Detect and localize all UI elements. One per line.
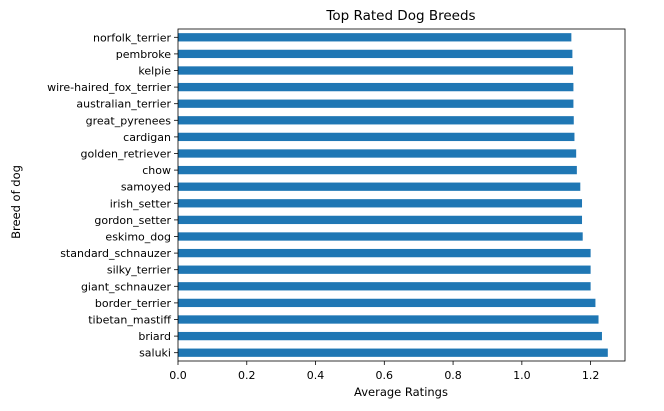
bar-chow xyxy=(178,165,577,175)
bar-eskimo_dog xyxy=(178,232,583,241)
y-tick-label-irish_setter: irish_setter xyxy=(110,197,172,210)
x-tick-label-5: 1.0 xyxy=(513,369,531,382)
chart-title: Top Rated Dog Breeds xyxy=(325,8,475,24)
bar-norfolk_terrier xyxy=(178,33,572,42)
bar-standard_schnauzer xyxy=(178,248,591,258)
x-tick-label-3: 0.6 xyxy=(376,369,394,382)
x-tick-label-1: 0.2 xyxy=(238,369,256,382)
x-tick-label-4: 0.8 xyxy=(444,369,462,382)
y-tick-label-standard_schnauzer: standard_schnauzer xyxy=(60,247,171,260)
x-tick-label-0: 0.0 xyxy=(169,369,187,382)
bar-australian_terrier xyxy=(178,99,574,108)
bar-tibetan_mastiff xyxy=(178,315,599,324)
bar-giant_schnauzer xyxy=(178,282,591,291)
plot-area: saluki briard tibetan_mastiff border_terrie… xyxy=(47,28,626,382)
y-tick-label-great_pyrenees: great_pyrenees xyxy=(86,114,172,127)
x-tick-label-2: 0.4 xyxy=(307,369,325,382)
bar-border_terrier xyxy=(178,298,596,308)
y-tick-label-pembroke: pembroke xyxy=(116,48,171,61)
y-tick-label-norfolk_terrier: norfolk_terrier xyxy=(93,31,172,44)
y-tick-label-saluki: saluki xyxy=(139,347,171,360)
y-axis-label: Breed of dog xyxy=(9,165,23,239)
bar-saluki xyxy=(178,348,608,357)
bar-silky_terrier xyxy=(178,265,591,274)
y-tick-label-chow: chow xyxy=(142,164,171,177)
y-tick-label-kelpie: kelpie xyxy=(138,65,171,78)
y-tick-label-australian_terrier: australian_terrier xyxy=(76,98,171,111)
y-tick-label-silky_terrier: silky_terrier xyxy=(107,264,172,277)
y-tick-label-wire-haired_fox_terrier: wire-haired_fox_terrier xyxy=(47,81,171,94)
bar-cardigan xyxy=(178,132,575,142)
bar-kelpie xyxy=(178,66,574,75)
y-tick-label-gordon_setter: gordon_setter xyxy=(94,214,171,227)
y-tick-label-cardigan: cardigan xyxy=(123,131,171,144)
bar-wire-haired_fox_terrier xyxy=(178,82,574,92)
bar-golden_retriever xyxy=(178,149,577,158)
x-tick-label-6: 1.2 xyxy=(582,369,600,382)
y-tick-label-border_terrier: border_terrier xyxy=(95,297,172,310)
bar-samoyed xyxy=(178,182,581,191)
bar-irish_setter xyxy=(178,199,583,208)
y-tick-label-eskimo_dog: eskimo_dog xyxy=(105,231,171,244)
y-tick-label-giant_schnauzer: giant_schnauzer xyxy=(81,280,172,293)
bar-gordon_setter xyxy=(178,215,583,225)
y-tick-label-golden_retriever: golden_retriever xyxy=(81,148,172,161)
plot-frame xyxy=(177,28,626,362)
bar-pembroke xyxy=(178,49,573,59)
y-tick-label-briard: briard xyxy=(138,330,171,343)
y-tick-label-samoyed: samoyed xyxy=(121,181,171,194)
y-tick-label-tibetan_mastiff: tibetan_mastiff xyxy=(88,314,171,327)
bar-briard xyxy=(178,331,602,341)
x-axis-label: Average Ratings xyxy=(354,385,448,399)
bar-great_pyrenees xyxy=(178,116,574,125)
